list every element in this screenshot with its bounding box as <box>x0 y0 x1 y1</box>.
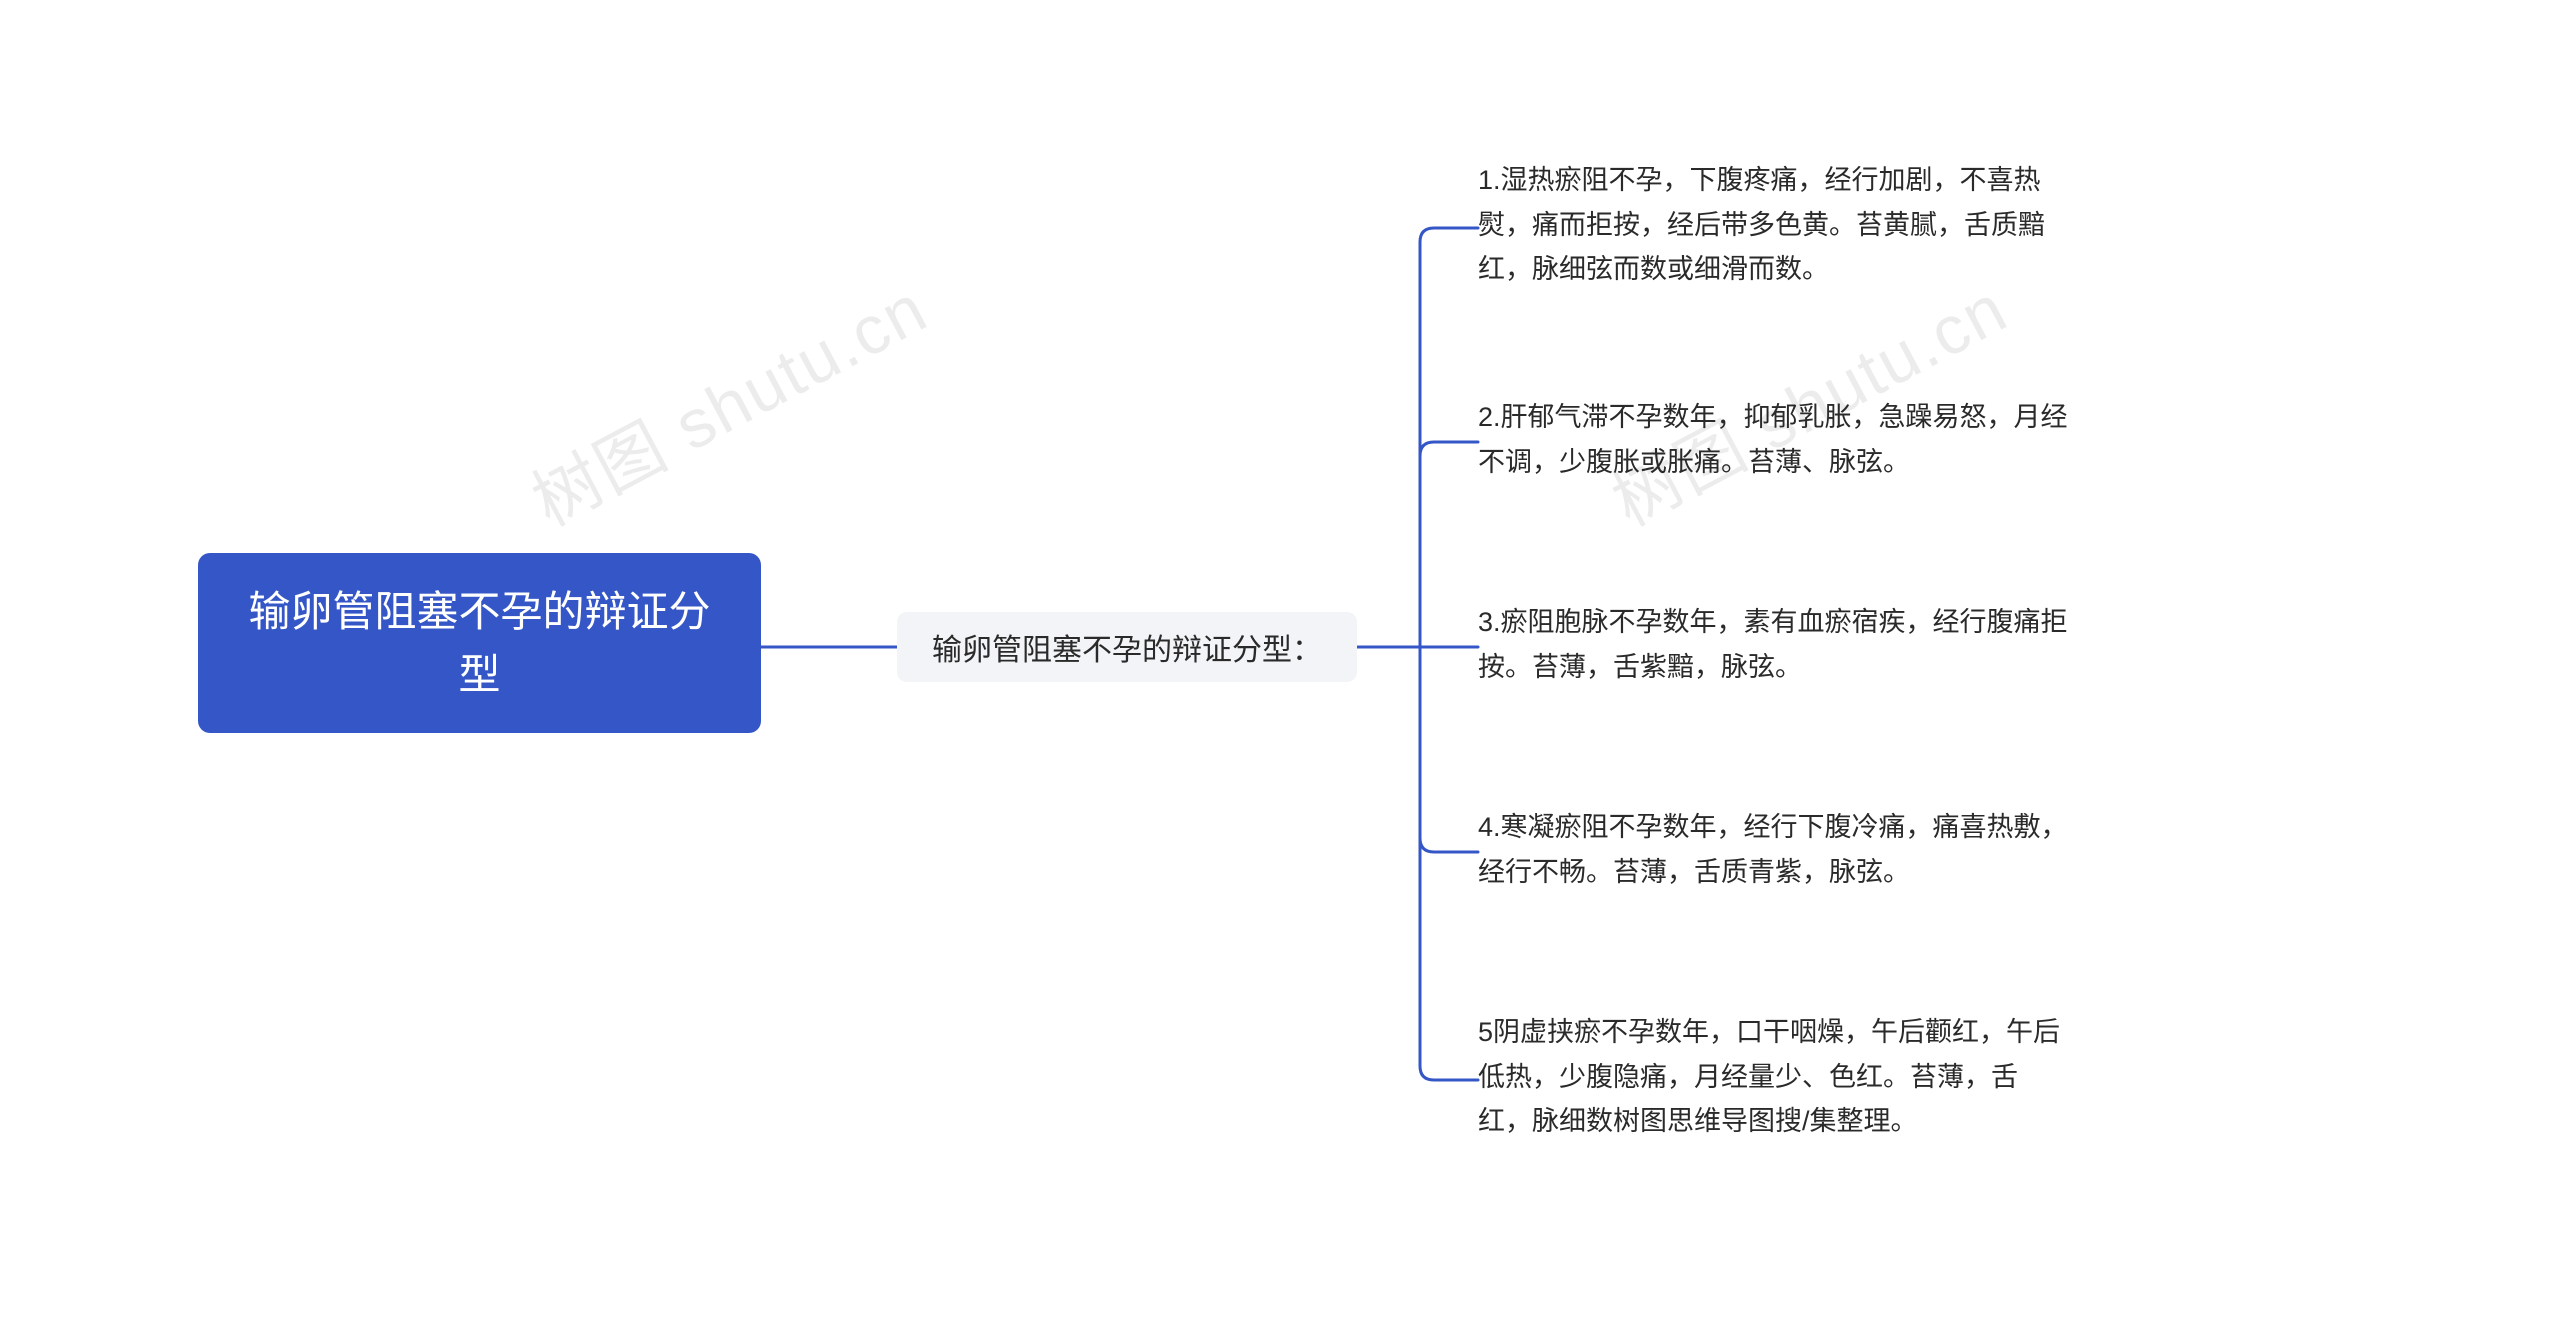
leaf-node-5[interactable]: 5阴虚挟瘀不孕数年，口干咽燥，午后颧红，午后低热，少腹隐痛，月经量少、色红。苔薄… <box>1478 1010 2068 1150</box>
leaf-node-1[interactable]: 1.湿热瘀阻不孕，下腹疼痛，经行加剧，不喜热熨，痛而拒按，经后带多色黄。苔黄腻，… <box>1478 158 2068 298</box>
leaf-text: 3.瘀阻胞脉不孕数年，素有血瘀宿疾，经行腹痛拒按。苔薄，舌紫黯，脉弦。 <box>1478 600 2068 689</box>
root-node-text: 输卵管阻塞不孕的辩证分型 <box>238 580 721 706</box>
watermark-1: 树图 shutu.cn <box>512 254 942 545</box>
mindmap-canvas: 树图 shutu.cn 树图 shutu.cn 输卵管阻塞不孕的辩证分型 输卵管… <box>0 0 2560 1317</box>
leaf-text: 5阴虚挟瘀不孕数年，口干咽燥，午后颧红，午后低热，少腹隐痛，月经量少、色红。苔薄… <box>1478 1010 2068 1144</box>
leaf-node-4[interactable]: 4.寒凝瘀阻不孕数年，经行下腹冷痛，痛喜热敷，经行不畅。苔薄，舌质青紫，脉弦。 <box>1478 805 2068 899</box>
leaf-node-3[interactable]: 3.瘀阻胞脉不孕数年，素有血瘀宿疾，经行腹痛拒按。苔薄，舌紫黯，脉弦。 <box>1478 600 2068 694</box>
leaf-text: 4.寒凝瘀阻不孕数年，经行下腹冷痛，痛喜热敷，经行不畅。苔薄，舌质青紫，脉弦。 <box>1478 805 2068 894</box>
sub-node-text: 输卵管阻塞不孕的辩证分型： <box>932 625 1322 669</box>
sub-node[interactable]: 输卵管阻塞不孕的辩证分型： <box>897 612 1357 682</box>
leaf-node-2[interactable]: 2.肝郁气滞不孕数年，抑郁乳胀，急躁易怒，月经不调，少腹胀或胀痛。苔薄、脉弦。 <box>1478 395 2068 489</box>
root-node[interactable]: 输卵管阻塞不孕的辩证分型 <box>198 553 761 733</box>
leaf-text: 1.湿热瘀阻不孕，下腹疼痛，经行加剧，不喜热熨，痛而拒按，经后带多色黄。苔黄腻，… <box>1478 158 2068 292</box>
leaf-text: 2.肝郁气滞不孕数年，抑郁乳胀，急躁易怒，月经不调，少腹胀或胀痛。苔薄、脉弦。 <box>1478 395 2068 484</box>
